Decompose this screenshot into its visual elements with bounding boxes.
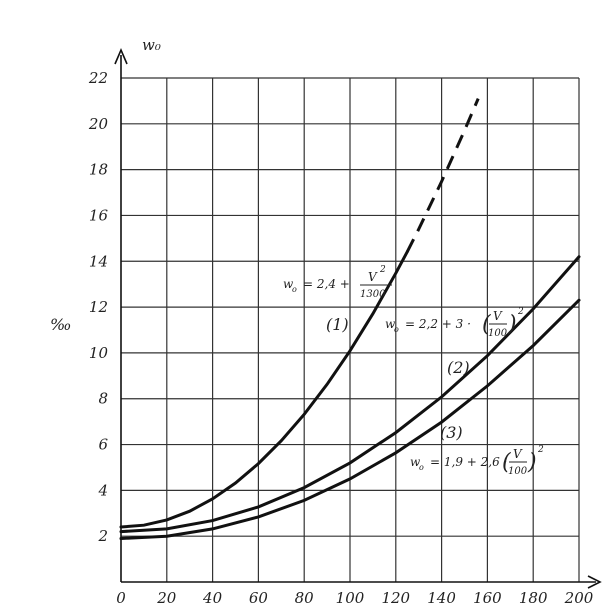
x-tick-label-120: 120 — [381, 589, 410, 607]
x-axis-arrow-icon — [587, 575, 602, 589]
formula-3-exp: 2 — [537, 445, 544, 455]
curve-2 — [119, 255, 581, 534]
x-tick-label-180: 180 — [519, 589, 548, 607]
curve-label-3: (3) — [440, 423, 463, 442]
curve-1 — [119, 250, 409, 529]
curve-label-1: (1) — [326, 315, 349, 334]
formula-1-mid: = 2,4 + — [303, 277, 350, 291]
grid — [121, 77, 580, 582]
formula-1-num: V — [368, 270, 378, 284]
formula-3-sub: o — [419, 463, 424, 472]
x-tick-label-100: 100 — [336, 589, 365, 607]
formula-1-den: 1300 — [360, 289, 386, 300]
formula-2-paren-left: ( — [482, 312, 491, 337]
curve-3 — [119, 298, 581, 540]
formula-1-lhs: w — [283, 277, 294, 291]
formula-2-den: 100 — [488, 328, 508, 339]
y-tick-label-6: 6 — [98, 436, 108, 454]
formula-2-mid: = 2,2 + 3 · — [405, 317, 471, 331]
x-tick-label-160: 160 — [473, 589, 502, 607]
formula-3-num: V — [513, 447, 523, 461]
formula-2-lhs: w — [385, 317, 396, 331]
x-tick-label-20: 20 — [156, 589, 177, 607]
formula-2-exp: 2 — [517, 307, 524, 317]
tick-labels: 0 20 40 60 80 100 120 140 160 180 200 2 4 6 8 10 12 14 16 1… — [88, 69, 594, 607]
curves — [119, 98, 581, 540]
formula-3-lhs: w — [410, 455, 421, 469]
formula-3: w o = 1,9 + 2,6 · ( V 100 ) 2 — [410, 445, 544, 477]
x-tick-label-60: 60 — [249, 589, 269, 607]
y-tick-label-8: 8 — [98, 390, 108, 408]
y-tick-label-18: 18 — [89, 161, 108, 179]
y-tick-label-4: 4 — [97, 481, 108, 499]
formula-3-paren-left: ( — [502, 450, 511, 475]
x-tick-label-0: 0 — [116, 589, 126, 607]
formula-3-den: 100 — [508, 466, 528, 477]
x-tick-label-200: 200 — [564, 589, 594, 607]
formula-1-sub: o — [292, 285, 297, 294]
x-tick-label-140: 140 — [427, 589, 456, 607]
formula-3-paren-right: ) — [527, 450, 537, 475]
formula-2-sub: o — [394, 325, 399, 334]
y-tick-label-16: 16 — [89, 206, 109, 224]
formula-3-mid: = 1,9 + 2,6 · — [430, 455, 507, 469]
y-tick-label-12: 12 — [89, 298, 108, 316]
y-axis-arrow-icon — [114, 47, 128, 65]
formula-2-paren-right: ) — [507, 312, 517, 337]
axes — [114, 47, 602, 589]
curve-1-dashed-extension — [405, 98, 480, 253]
y-tick-label-14: 14 — [89, 252, 108, 270]
y-tick-label-2: 2 — [97, 527, 108, 545]
y-axis-label-top: w₀ — [142, 36, 161, 54]
y-tick-label-22: 22 — [88, 69, 108, 87]
y-axis-label-side: ‰ — [50, 315, 71, 334]
y-tick-label-10: 10 — [89, 344, 109, 362]
formula-2-num: V — [493, 309, 503, 323]
formula-1-exp: 2 — [379, 265, 386, 275]
y-tick-label-20: 20 — [88, 115, 109, 133]
x-tick-label-40: 40 — [202, 589, 223, 607]
formula-1: w o = 2,4 + V 2 1300 — [283, 265, 392, 300]
x-tick-label-80: 80 — [295, 589, 315, 607]
curve-label-2: (2) — [447, 358, 470, 377]
formula-2: w o = 2,2 + 3 · ( V 100 ) 2 — [385, 307, 524, 339]
